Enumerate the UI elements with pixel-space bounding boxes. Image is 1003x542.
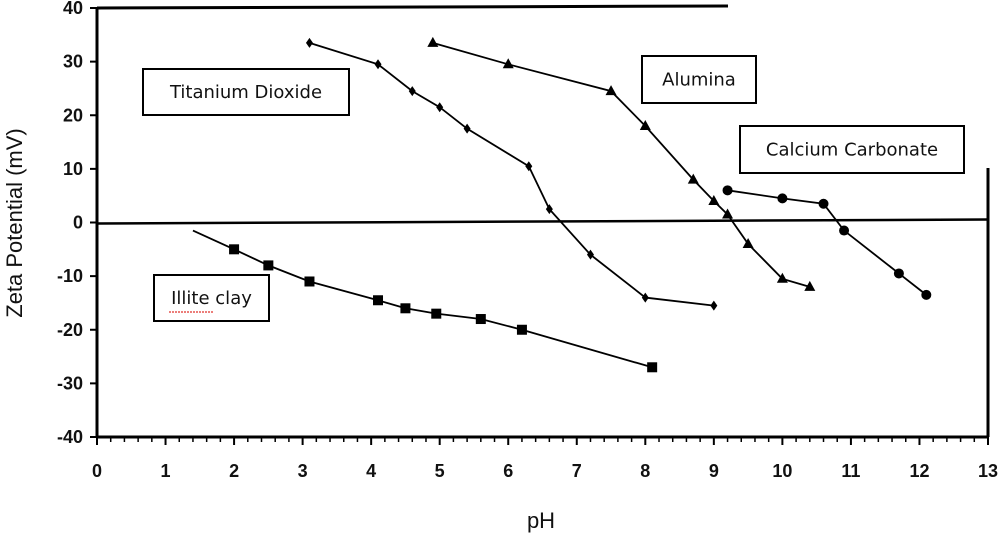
y-tick-label: 0: [73, 213, 83, 233]
y-tick-label: 20: [63, 105, 83, 125]
x-tick-label: 12: [909, 461, 929, 481]
y-axis-title: Zeta Potential (mV): [2, 128, 27, 318]
annotation-label: Illite clay: [171, 288, 252, 309]
annotation-titanium-dioxide: Titanium Dioxide: [142, 68, 350, 116]
y-tick-label: 40: [63, 0, 83, 18]
series-line: [309, 41, 714, 307]
circle-marker-icon: [893, 268, 904, 279]
square-marker-icon: [647, 362, 658, 373]
x-tick-label: 0: [92, 461, 102, 481]
y-axis-ticks: 40 30 20 10 0 -10 -20 -30 -40: [57, 0, 97, 447]
triangle-marker-icon: [804, 280, 816, 291]
x-tick-label: 2: [229, 461, 239, 481]
diamond-marker-icon: [374, 59, 382, 70]
circle-marker-icon: [818, 198, 829, 209]
x-axis-ticks: 0 1 2 3 4 5 6 7 8 9 10 11 12 13: [92, 437, 998, 481]
square-marker-icon: [400, 303, 411, 314]
x-tick-label: 3: [298, 461, 308, 481]
triangle-marker-icon: [427, 36, 439, 47]
top-border: [96, 4, 729, 10]
data-series: [192, 36, 932, 373]
triangle-marker-icon: [776, 272, 788, 283]
plot-frame: [95, 4, 990, 439]
y-tick-label: -20: [57, 320, 83, 340]
annotation-illite-clay: Illite clay: [153, 274, 270, 322]
x-tick-label: 11: [841, 461, 860, 481]
series-line: [432, 41, 811, 288]
square-marker-icon: [516, 324, 527, 335]
y-tick-label: -10: [57, 266, 83, 286]
diamond-marker-icon: [545, 204, 553, 215]
square-marker-icon: [304, 276, 315, 287]
x-tick-label: 9: [709, 461, 719, 481]
diamond-marker-icon: [305, 37, 313, 48]
square-marker-icon: [263, 260, 274, 271]
series-calcium-carbonate: [722, 185, 932, 300]
circle-marker-icon: [722, 185, 733, 196]
x-axis-title: pH: [527, 508, 555, 533]
triangle-marker-icon: [722, 208, 734, 219]
annotation-box: [739, 125, 965, 174]
diamond-marker-icon: [586, 249, 594, 260]
diamond-marker-icon: [641, 292, 649, 303]
x-tick-label: 1: [161, 461, 171, 481]
series-alumina: [427, 36, 816, 291]
triangle-marker-icon: [687, 173, 699, 184]
diamond-marker-icon: [463, 123, 471, 134]
annotation-alumina: Alumina: [641, 55, 757, 104]
y-tick-label: -40: [57, 427, 83, 447]
zero-reference-line: [96, 218, 989, 225]
circle-marker-icon: [839, 225, 850, 236]
triangle-marker-icon: [742, 237, 754, 248]
annotation-calcium-carbonate: Calcium Carbonate: [739, 125, 965, 174]
y-tick-label: -30: [57, 373, 83, 393]
square-marker-icon: [475, 314, 486, 325]
diamond-marker-icon: [436, 102, 444, 113]
diamond-marker-icon: [525, 161, 533, 172]
annotation-label: Alumina: [662, 70, 736, 91]
triangle-marker-icon: [502, 58, 514, 69]
diamond-marker-icon: [408, 86, 416, 97]
annotation-label: Titanium Dioxide: [169, 82, 322, 103]
triangle-marker-icon: [708, 195, 720, 206]
y-tick-label: 30: [63, 52, 83, 72]
x-tick-label: 5: [435, 461, 445, 481]
annotation-box: [153, 274, 270, 322]
circle-marker-icon: [921, 289, 932, 300]
x-tick-label: 7: [572, 461, 582, 481]
annotation-label: Calcium Carbonate: [766, 140, 938, 161]
annotation-box: [142, 68, 350, 116]
series-titanium-dioxide: [305, 37, 718, 311]
annotation-box: [641, 55, 757, 104]
x-tick-label: 8: [640, 461, 650, 481]
square-marker-icon: [229, 244, 240, 255]
square-marker-icon: [373, 295, 384, 306]
x-tick-label: 13: [978, 461, 998, 481]
series-annotations: Titanium Dioxide Alumina Calcium Carbonate…: [142, 55, 965, 322]
triangle-marker-icon: [639, 119, 651, 130]
x-tick-label: 6: [503, 461, 513, 481]
x-tick-label: 10: [772, 461, 792, 481]
series-line: [727, 189, 927, 296]
triangle-marker-icon: [605, 85, 617, 96]
y-tick-label: 10: [63, 159, 83, 179]
circle-marker-icon: [777, 193, 788, 204]
diamond-marker-icon: [710, 300, 718, 311]
x-tick-label: 4: [366, 461, 376, 481]
series-line: [192, 229, 653, 369]
series-illite-clay: [192, 229, 658, 373]
square-marker-icon: [431, 308, 442, 319]
